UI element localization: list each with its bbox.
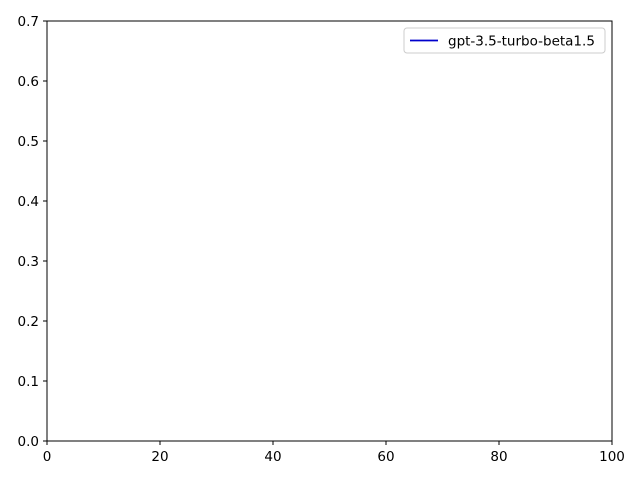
y-tick-label: 0.0 (18, 434, 39, 450)
y-tick-label: 0.7 (18, 14, 39, 30)
y-tick-label: 0.3 (18, 254, 39, 270)
y-tick-label: 0.6 (18, 74, 39, 90)
y-tick-label: 0.5 (18, 134, 39, 150)
x-tick-label: 20 (151, 449, 168, 465)
y-tick-label: 0.4 (18, 194, 39, 210)
x-tick-label: 80 (490, 449, 507, 465)
y-tick-label: 0.1 (18, 374, 39, 390)
plot-frame (46, 20, 613, 442)
y-tick-label: 0.2 (18, 314, 39, 330)
x-tick-label: 40 (264, 449, 281, 465)
y-axis: 0.0 0.1 0.2 0.3 0.4 0.5 0.6 0.7 (18, 14, 47, 450)
legend: gpt-3.5-turbo-beta1.5 (403, 27, 606, 54)
x-axis: 0 20 40 60 80 100 (43, 441, 625, 465)
x-tick-label: 0 (43, 449, 52, 465)
x-tick-label: 60 (377, 449, 394, 465)
legend-box (403, 27, 606, 54)
legend-label: gpt-3.5-turbo-beta1.5 (448, 34, 595, 50)
x-tick-label: 100 (599, 449, 625, 465)
plot-area (46, 20, 613, 442)
